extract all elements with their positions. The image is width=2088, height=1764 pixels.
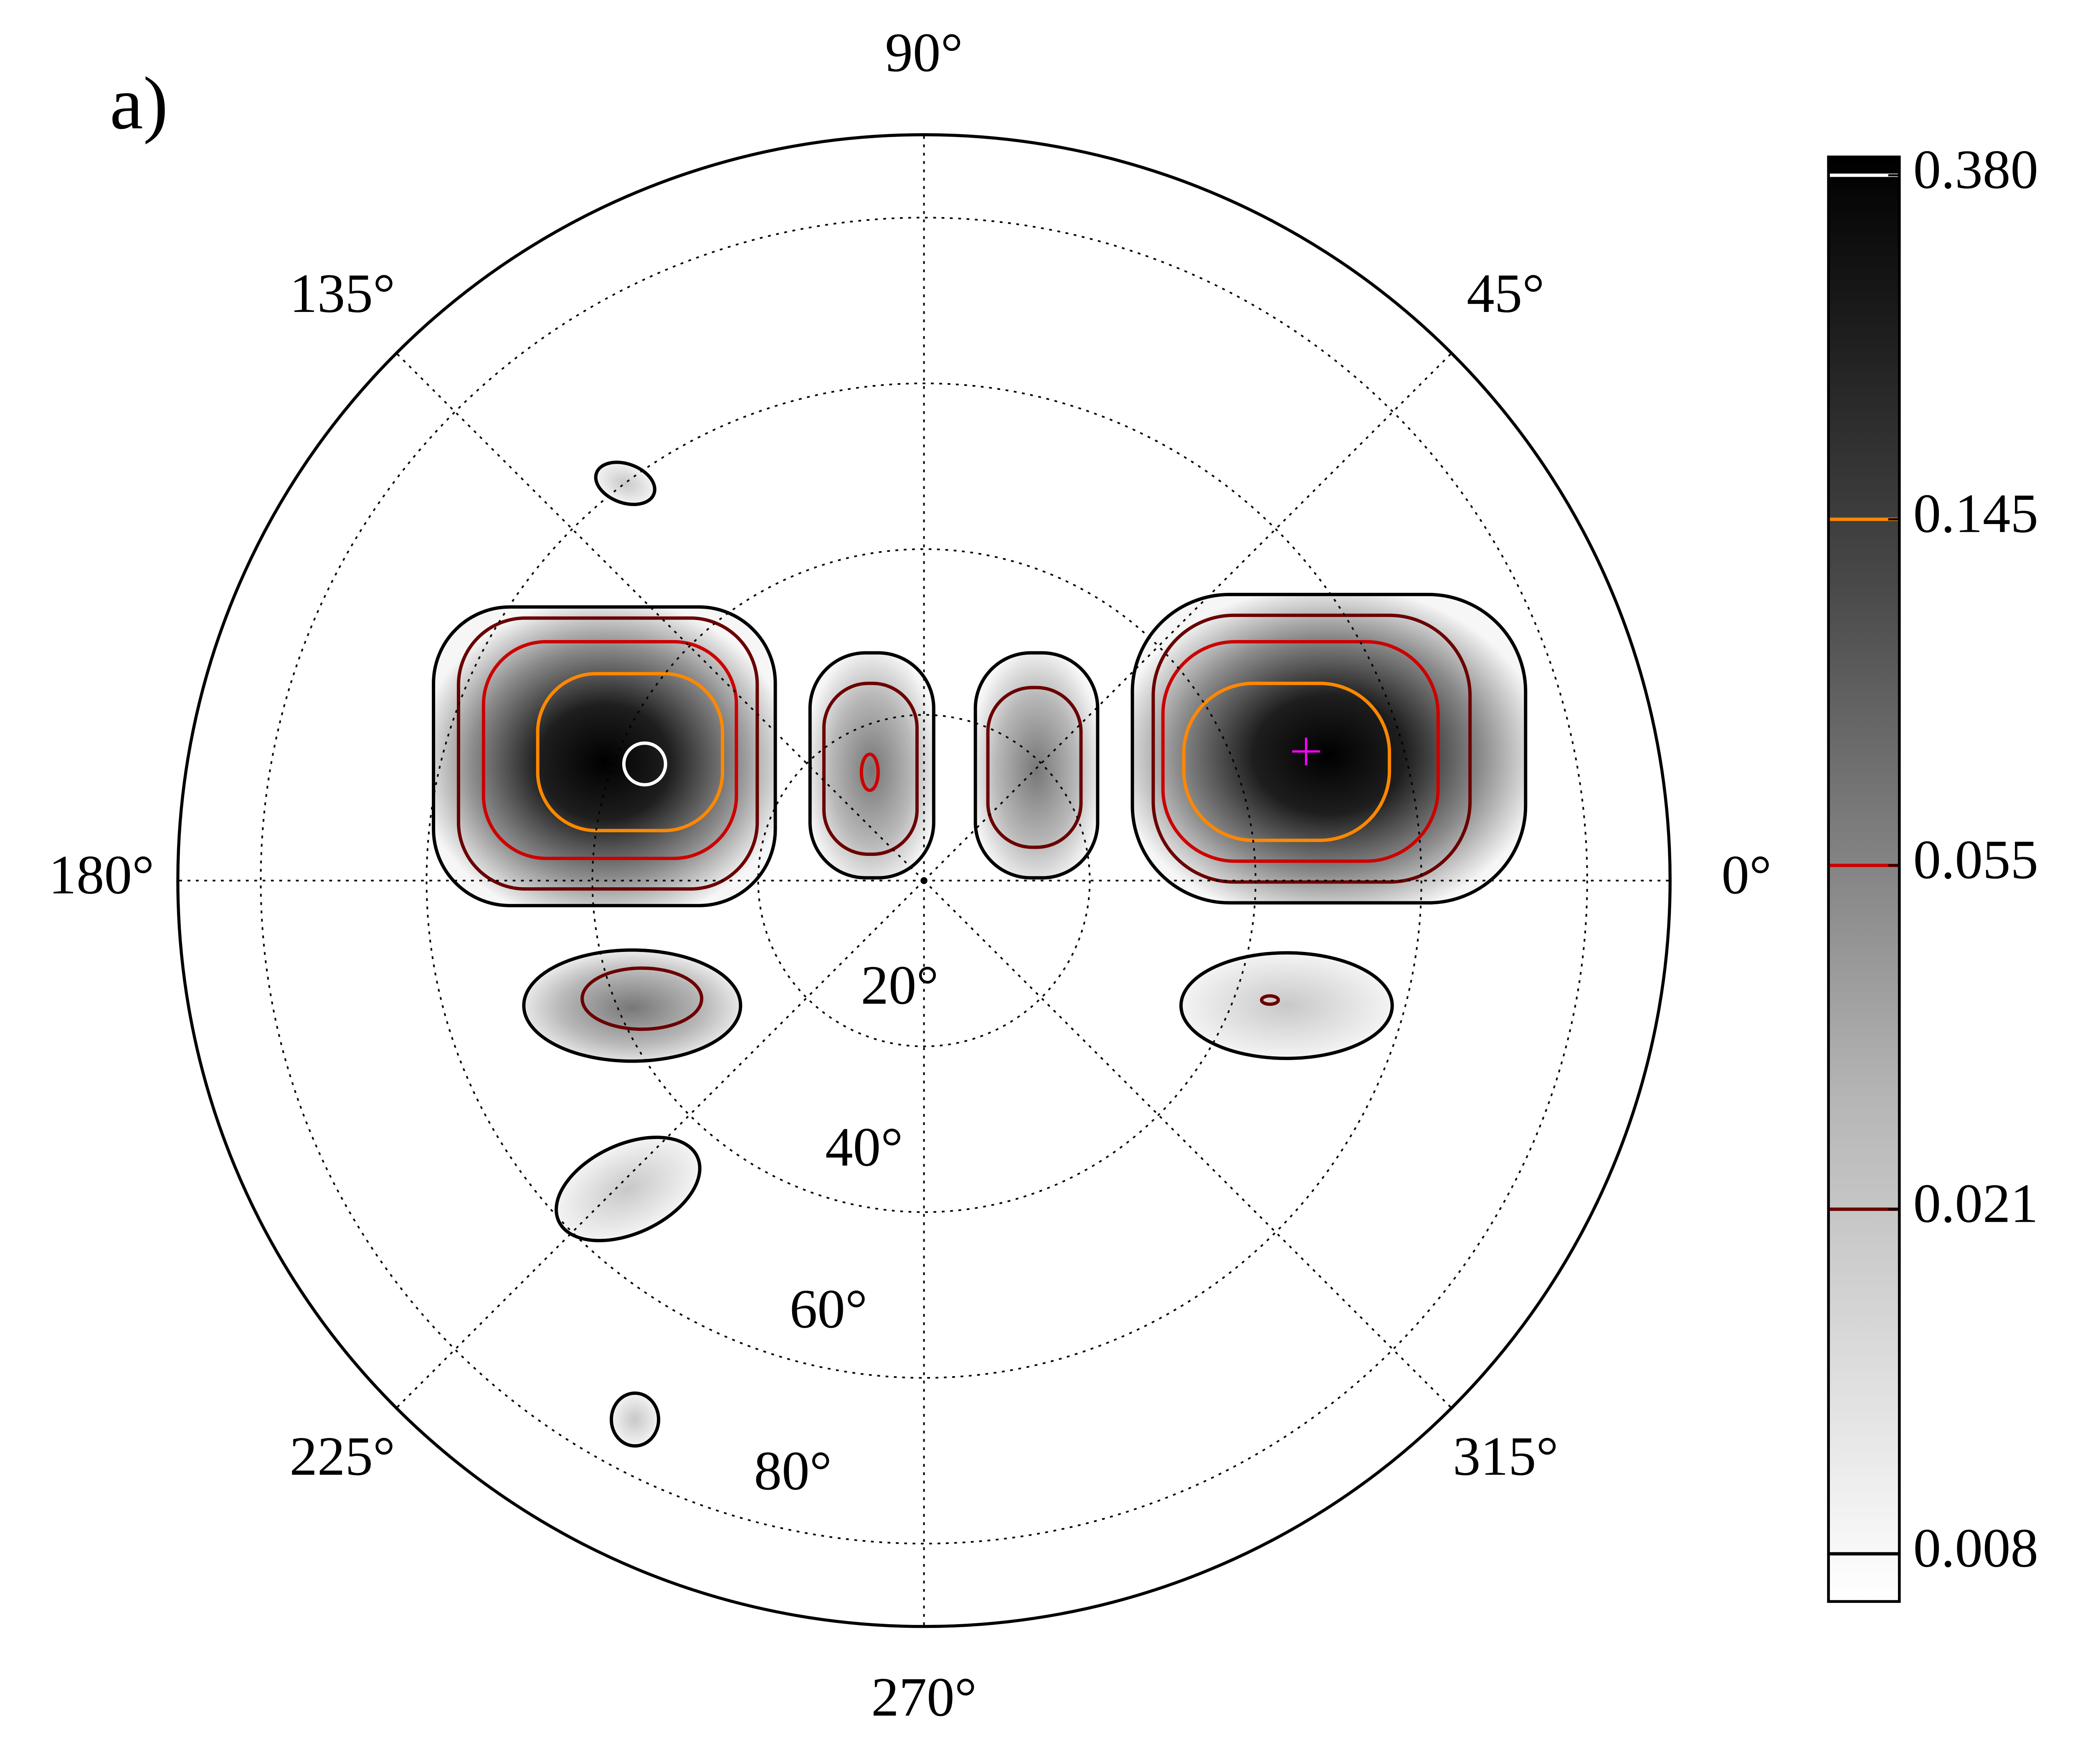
theta-tick-label: 180° <box>48 844 154 906</box>
radial-grid-line <box>426 382 1422 1379</box>
contour-line <box>522 948 742 1063</box>
contour-line <box>456 616 759 891</box>
theta-tick-label: 90° <box>885 21 963 83</box>
r-tick-label: 40° <box>825 1116 903 1178</box>
theta-tick-label: 135° <box>289 262 395 324</box>
theta-tick-label: 225° <box>289 1425 395 1487</box>
colorbar <box>1828 157 1900 1602</box>
contour-line <box>973 651 1100 880</box>
r-tick-label: 80° <box>754 1440 832 1501</box>
colorbar-tick-label: 0.021 <box>1913 1172 2038 1234</box>
colorbar-tick-label: 0.380 <box>1913 138 2038 200</box>
contour-line <box>609 1391 661 1448</box>
theta-tick-label: 0° <box>1721 844 1771 906</box>
contour-line <box>986 686 1083 849</box>
contour-line <box>1179 951 1394 1060</box>
contour-line <box>622 741 667 787</box>
contour-line <box>1151 613 1472 884</box>
colorbar-tick-label: 0.055 <box>1913 828 2038 890</box>
contour-line <box>432 605 777 908</box>
contour-line <box>594 461 656 506</box>
contour-line <box>555 1136 702 1243</box>
colorbar-frame <box>1827 155 1901 1603</box>
peak-marker <box>1292 737 1320 766</box>
colorbar-tick-label: 0.008 <box>1913 1517 2038 1579</box>
contour-line <box>1260 994 1280 1006</box>
contour-line <box>580 966 704 1031</box>
theta-tick-label: 315° <box>1453 1425 1558 1487</box>
contour-line <box>859 752 880 792</box>
contour-line <box>481 640 738 860</box>
theta-tick-label: 270° <box>871 1666 977 1728</box>
theta-tick-label: 45° <box>1467 262 1544 324</box>
contour-line <box>1182 681 1391 842</box>
contour-line <box>808 651 935 880</box>
contour-line <box>1161 640 1440 863</box>
r-tick-label: 20° <box>861 954 938 1016</box>
radial-grid-line <box>260 217 1588 1545</box>
panel-label: a) <box>110 61 168 144</box>
contour-line <box>536 672 725 833</box>
plot-frame <box>176 133 1672 1628</box>
colorbar-tick-label: 0.145 <box>1913 482 2038 544</box>
plot-center <box>920 877 927 884</box>
contour-line <box>822 681 919 856</box>
colorbar-label: zenith normalised power <box>2085 514 2088 1235</box>
radial-grid-line <box>757 714 1091 1048</box>
r-tick-label: 60° <box>790 1278 867 1339</box>
